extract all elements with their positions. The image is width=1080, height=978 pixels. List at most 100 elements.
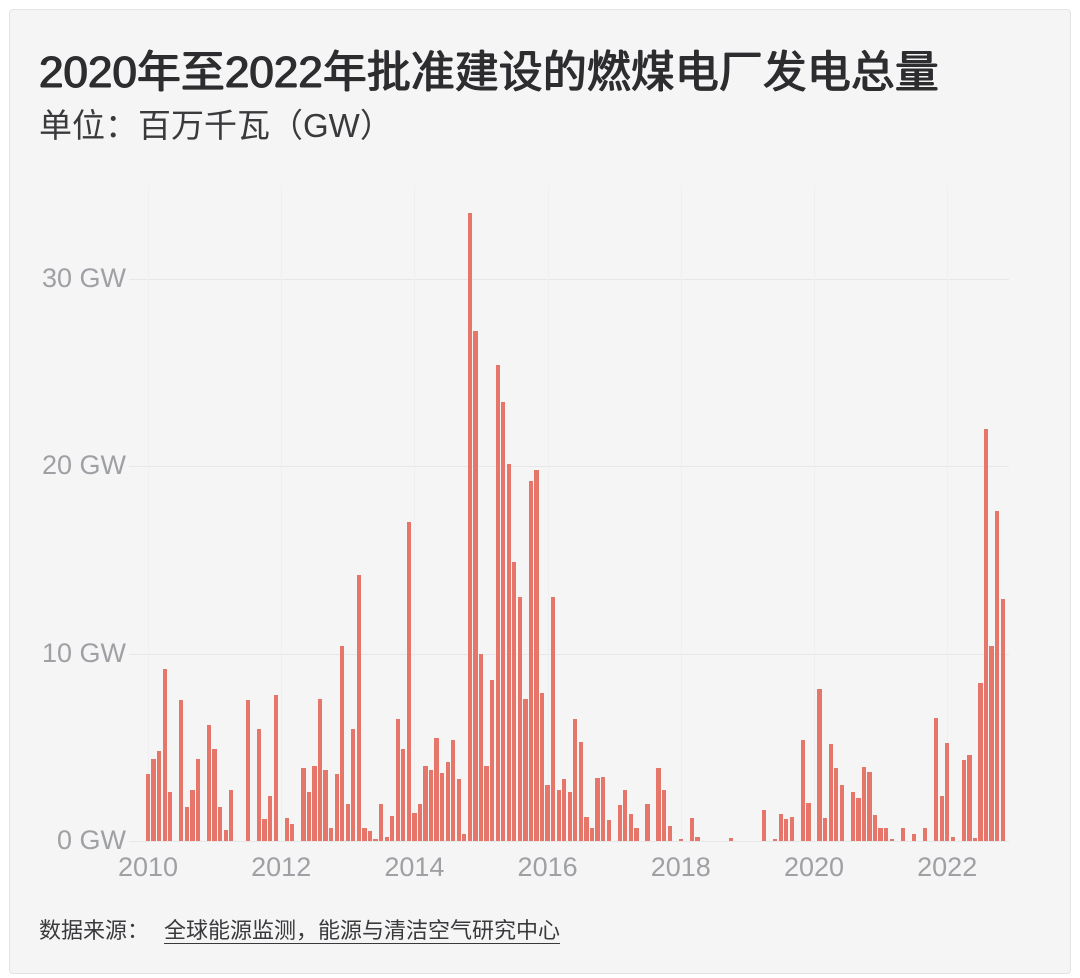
x-axis-label: 2016 xyxy=(517,852,578,882)
bar xyxy=(273,694,278,841)
bar xyxy=(761,810,767,841)
bar xyxy=(451,739,456,841)
bar xyxy=(850,792,855,841)
bar xyxy=(356,574,362,841)
bar xyxy=(961,760,966,841)
bar xyxy=(528,481,534,841)
bar xyxy=(889,839,894,841)
bar xyxy=(184,807,189,841)
bar xyxy=(345,803,350,841)
bar xyxy=(678,838,683,841)
bar xyxy=(861,766,867,841)
bar xyxy=(334,773,339,841)
bar xyxy=(489,679,495,841)
bar xyxy=(623,790,628,841)
bar xyxy=(950,837,955,841)
bar xyxy=(156,751,162,841)
bar xyxy=(473,331,478,841)
source-link[interactable]: 全球能源监测，能源与清洁空气研究中心 xyxy=(164,918,561,943)
bar xyxy=(179,700,184,841)
h-gridline xyxy=(129,653,1009,655)
bar xyxy=(229,790,234,841)
bar xyxy=(534,469,539,841)
bar xyxy=(367,830,373,841)
bar xyxy=(656,767,661,841)
bar xyxy=(689,817,695,841)
bar xyxy=(817,689,822,841)
v-gridline xyxy=(947,186,949,841)
h-gridline xyxy=(129,466,1009,467)
bar xyxy=(501,402,506,841)
bar xyxy=(567,792,572,841)
x-axis-label: 2018 xyxy=(650,852,711,882)
bar xyxy=(151,758,156,841)
bar xyxy=(933,718,939,841)
y-axis-label: 0 GW xyxy=(56,825,126,855)
x-axis-label: 2012 xyxy=(251,852,312,882)
bar xyxy=(512,561,517,841)
chart-subtitle: 单位：百万千瓦（GW） xyxy=(39,107,393,144)
x-axis-label: 2014 xyxy=(384,852,445,882)
bar xyxy=(695,837,700,841)
bar xyxy=(351,728,356,841)
chart-card: 2020年至2022年批准建设的燃煤电厂发电总量 单位：百万千瓦（GW） 0 G… xyxy=(9,9,1071,974)
bar xyxy=(667,826,672,841)
bar xyxy=(340,646,345,841)
bar xyxy=(378,803,384,841)
bar xyxy=(595,778,600,841)
bar xyxy=(434,737,439,841)
source-note: 数据来源： 全球能源监测，能源与清洁空气研究中心 xyxy=(39,913,560,945)
bar xyxy=(872,814,878,841)
bar xyxy=(551,597,556,841)
bar xyxy=(428,769,434,841)
bar xyxy=(989,646,994,841)
v-gridline xyxy=(281,186,283,841)
bar xyxy=(878,827,883,841)
y-axis-label: 10 GW xyxy=(41,637,126,668)
v-gridline xyxy=(414,186,416,841)
bar xyxy=(728,838,733,841)
x-axis-label: 2020 xyxy=(783,852,845,882)
bar xyxy=(384,837,389,841)
bar xyxy=(606,820,611,841)
bar xyxy=(168,792,173,841)
bar xyxy=(417,803,423,841)
bar xyxy=(645,803,650,841)
y-axis-label: 30 GW xyxy=(41,262,126,293)
bar xyxy=(573,719,578,841)
bar xyxy=(972,838,978,841)
bar xyxy=(256,728,262,841)
bar xyxy=(495,364,500,841)
bar xyxy=(789,816,794,841)
bar xyxy=(634,827,639,841)
h-gridline xyxy=(129,841,1009,842)
bar xyxy=(822,817,828,841)
bar xyxy=(600,777,606,841)
bar xyxy=(212,749,217,841)
bar xyxy=(401,749,406,841)
bar xyxy=(589,827,595,841)
bar xyxy=(362,827,367,841)
bar xyxy=(539,692,545,841)
bar xyxy=(301,767,306,841)
bar xyxy=(506,464,511,841)
bar xyxy=(223,829,228,841)
bar xyxy=(190,790,195,841)
bar xyxy=(523,698,528,841)
bar xyxy=(406,522,411,841)
bar xyxy=(839,784,844,841)
bar xyxy=(867,771,872,841)
bar xyxy=(323,769,328,841)
bar xyxy=(517,597,522,841)
bar xyxy=(784,818,789,841)
bar xyxy=(662,790,667,841)
bar xyxy=(884,827,889,841)
bar xyxy=(578,741,584,841)
bar xyxy=(262,818,267,841)
bar xyxy=(329,827,334,841)
bar xyxy=(218,807,223,841)
v-gridline xyxy=(814,186,815,841)
bar xyxy=(462,834,467,841)
bar xyxy=(800,739,806,841)
bar xyxy=(945,742,950,841)
